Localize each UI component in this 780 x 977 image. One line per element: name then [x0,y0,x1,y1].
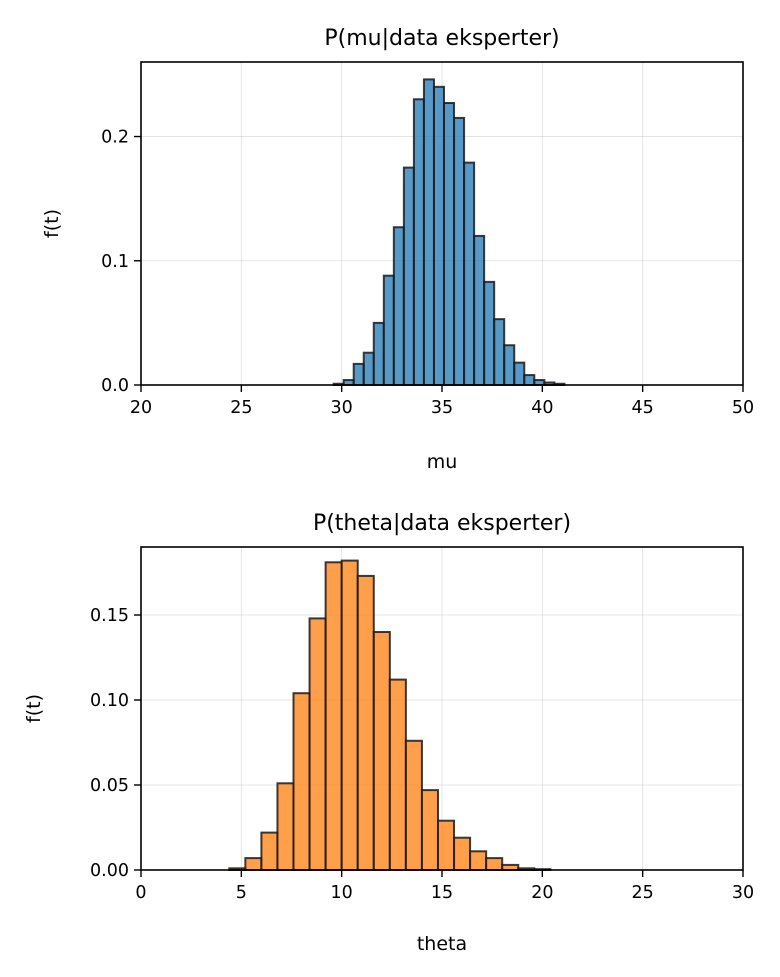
histogram-bar [420,789,439,871]
x-tick-label: 20 [130,398,152,418]
histogram-bar [292,692,311,872]
histogram-bar [362,351,375,387]
y-tick-label: 0.05 [90,776,129,796]
histogram-bar [260,831,279,871]
histogram-bar [483,280,496,386]
histogram-bar [443,101,456,386]
chart-title: P(theta|data eksperter) [313,511,571,536]
chart-title: P(mu|data eksperter) [324,26,559,51]
histogram-bar [372,321,385,386]
histogram-bar [485,857,504,871]
histogram-bar [463,161,476,386]
histogram-bar [432,85,446,386]
histogram-bar [503,344,516,386]
y-tick-label: 0.15 [90,606,129,626]
x-axis-label: mu [427,451,458,473]
x-tick-label: 50 [732,398,754,418]
histogram-bar [276,782,295,871]
x-tick-label: 10 [331,883,353,903]
histogram-bar [352,362,365,386]
y-axis-label: f(t) [23,694,45,723]
histogram-bar [356,574,375,872]
x-tick-label: 30 [732,883,754,903]
histogram-bar [392,226,405,386]
x-tick-label: 40 [531,398,553,418]
histogram-bar [453,116,466,387]
histogram-bar [412,98,425,387]
histogram-bar [402,166,415,386]
histogram-bar [469,850,488,871]
x-axis-label: theta [417,933,467,955]
x-tick-label: 25 [632,883,654,903]
x-tick-label: 30 [331,398,353,418]
x-tick-label: 0 [135,883,146,903]
histogram-bar [382,274,395,386]
histogram-bar [308,617,327,872]
x-tick-label: 25 [230,398,252,418]
histogram-bar [523,374,536,386]
x-tick-label: 15 [431,883,453,903]
x-tick-label: 45 [632,398,654,418]
histogram-bar [436,819,456,872]
histogram-bar [513,361,526,386]
histogram-bar [244,857,263,871]
histogram-bar [324,561,343,871]
histogram-bar [404,739,423,871]
histogram-bar [473,234,486,386]
histogram-bar [372,631,391,871]
y-tick-label: 0.1 [101,252,129,272]
x-tick-label: 35 [431,398,453,418]
histogram-bar [340,559,359,871]
y-tick-label: 0.10 [90,691,129,711]
histogram-bar [388,678,407,871]
y-tick-label: 0.0 [101,376,129,396]
theta-histogram-chart: 0 5 10 15 20 25 30 0.00 0.05 0.10 0.15 P(theta|data… [23,511,754,955]
histogram-bar [422,78,435,387]
x-tick-label: 5 [236,883,247,903]
y-tick-label: 0.00 [90,861,129,881]
histogram-bar [453,836,472,872]
mu-histogram-chart: 20 25 30 35 40 45 50 0.0 0.1 0.2 P(mu|data ekspert… [41,26,754,473]
histogram-bar [493,318,506,386]
y-tick-label: 0.2 [101,128,129,148]
y-axis-label: f(t) [41,209,63,238]
x-tick-label: 20 [531,883,553,903]
